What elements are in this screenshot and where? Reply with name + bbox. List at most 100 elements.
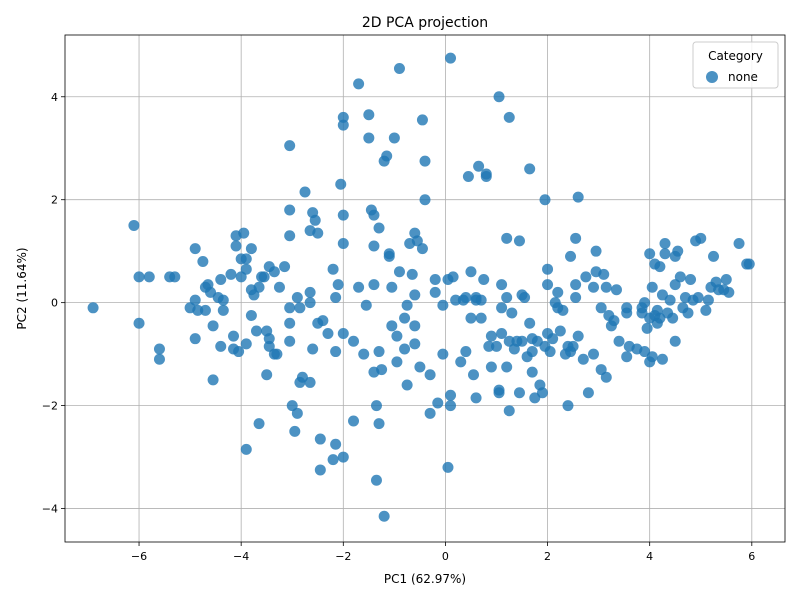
x-tick-label: −6 — [131, 550, 147, 563]
scatter-point — [245, 310, 257, 322]
scatter-point — [314, 433, 326, 445]
scatter-point — [215, 273, 227, 285]
scatter-point — [600, 281, 612, 293]
scatter-point — [695, 232, 707, 244]
scatter-point — [743, 258, 755, 270]
scatter-point — [414, 361, 426, 373]
scatter-point — [273, 281, 285, 293]
scatter-point — [588, 281, 600, 293]
scatter-point — [621, 351, 633, 363]
scatter-point — [733, 237, 745, 249]
scatter-point — [501, 292, 513, 304]
scatter-point — [284, 317, 296, 329]
scatter-point — [692, 292, 704, 304]
scatter-point — [225, 268, 237, 280]
scatter-point — [317, 315, 329, 327]
scatter-point — [493, 91, 505, 103]
scatter-point — [360, 299, 372, 311]
scatter-point — [353, 78, 365, 90]
scatter-point — [240, 263, 252, 275]
scatter-point — [337, 209, 349, 221]
scatter-point — [641, 322, 653, 334]
x-tick-label: 4 — [646, 550, 653, 563]
scatter-point — [393, 266, 405, 278]
scatter-point — [659, 248, 671, 260]
scatter-point — [284, 302, 296, 314]
y-tick-label: 4 — [51, 91, 58, 104]
scatter-point — [411, 235, 423, 247]
scatter-point — [442, 461, 454, 473]
scatter-point — [450, 294, 462, 306]
scatter-point — [685, 273, 697, 285]
scatter-point — [570, 279, 582, 291]
scatter-point — [386, 320, 398, 332]
scatter-point — [327, 454, 339, 466]
scatter-point — [286, 400, 298, 412]
scatter-point — [437, 299, 449, 311]
scatter-point — [496, 302, 508, 314]
y-tick-label: −4 — [42, 503, 58, 516]
scatter-point — [646, 281, 658, 293]
scatter-point — [646, 351, 658, 363]
scatter-point — [370, 400, 382, 412]
scatter-point — [570, 292, 582, 304]
scatter-point — [133, 317, 145, 329]
scatter-point — [393, 62, 405, 74]
scatter-point — [506, 307, 518, 319]
scatter-point — [128, 219, 140, 231]
scatter-point — [215, 340, 227, 352]
scatter-point — [572, 330, 584, 342]
scatter-point — [263, 340, 275, 352]
scatter-point — [381, 150, 393, 162]
x-tick-label: 0 — [442, 550, 449, 563]
scatter-point — [291, 292, 303, 304]
scatter-point — [644, 248, 656, 260]
scatter-point — [554, 325, 566, 337]
scatter-point — [503, 111, 515, 123]
scatter-point — [330, 346, 342, 358]
x-tick-label: −4 — [233, 550, 249, 563]
x-axis-label: PC1 (62.97%) — [384, 572, 466, 586]
scatter-point — [332, 279, 344, 291]
scatter-point — [337, 451, 349, 463]
scatter-point — [358, 348, 370, 360]
x-axis-ticks: −6 −4 −2 0 2 4 6 — [131, 542, 755, 563]
scatter-point — [291, 407, 303, 419]
scatter-point — [429, 286, 441, 298]
scatter-point — [674, 271, 686, 283]
scatter-point — [363, 109, 375, 121]
scatter-point — [621, 302, 633, 314]
x-tick-label: 6 — [748, 550, 755, 563]
scatter-point — [378, 510, 390, 522]
scatter-point — [483, 340, 495, 352]
scatter-point — [667, 312, 679, 324]
scatter-point — [513, 235, 525, 247]
scatter-point — [424, 369, 436, 381]
scatter-point — [460, 346, 472, 358]
scatter-point — [327, 263, 339, 275]
scatter-point — [330, 438, 342, 450]
scatter-point — [253, 418, 265, 430]
scatter-point — [250, 325, 262, 337]
scatter-point — [368, 240, 380, 252]
scatter-point — [370, 474, 382, 486]
scatter-point — [598, 268, 610, 280]
scatter-point — [391, 356, 403, 368]
scatter-point — [304, 286, 316, 298]
scatter-point — [682, 307, 694, 319]
scatter-point — [595, 302, 607, 314]
scatter-point — [368, 279, 380, 291]
scatter-point — [536, 387, 548, 399]
scatter-point — [470, 392, 482, 404]
scatter-point — [207, 374, 219, 386]
scatter-point — [391, 330, 403, 342]
scatter-point — [462, 171, 474, 183]
scatter-point — [524, 163, 536, 175]
scatter-point — [572, 191, 584, 203]
y-axis-ticks: −4 −2 0 2 4 — [42, 91, 65, 516]
scatter-point — [700, 304, 712, 316]
scatter-point — [383, 250, 395, 262]
scatter-point — [460, 292, 472, 304]
scatter-point — [475, 312, 487, 324]
